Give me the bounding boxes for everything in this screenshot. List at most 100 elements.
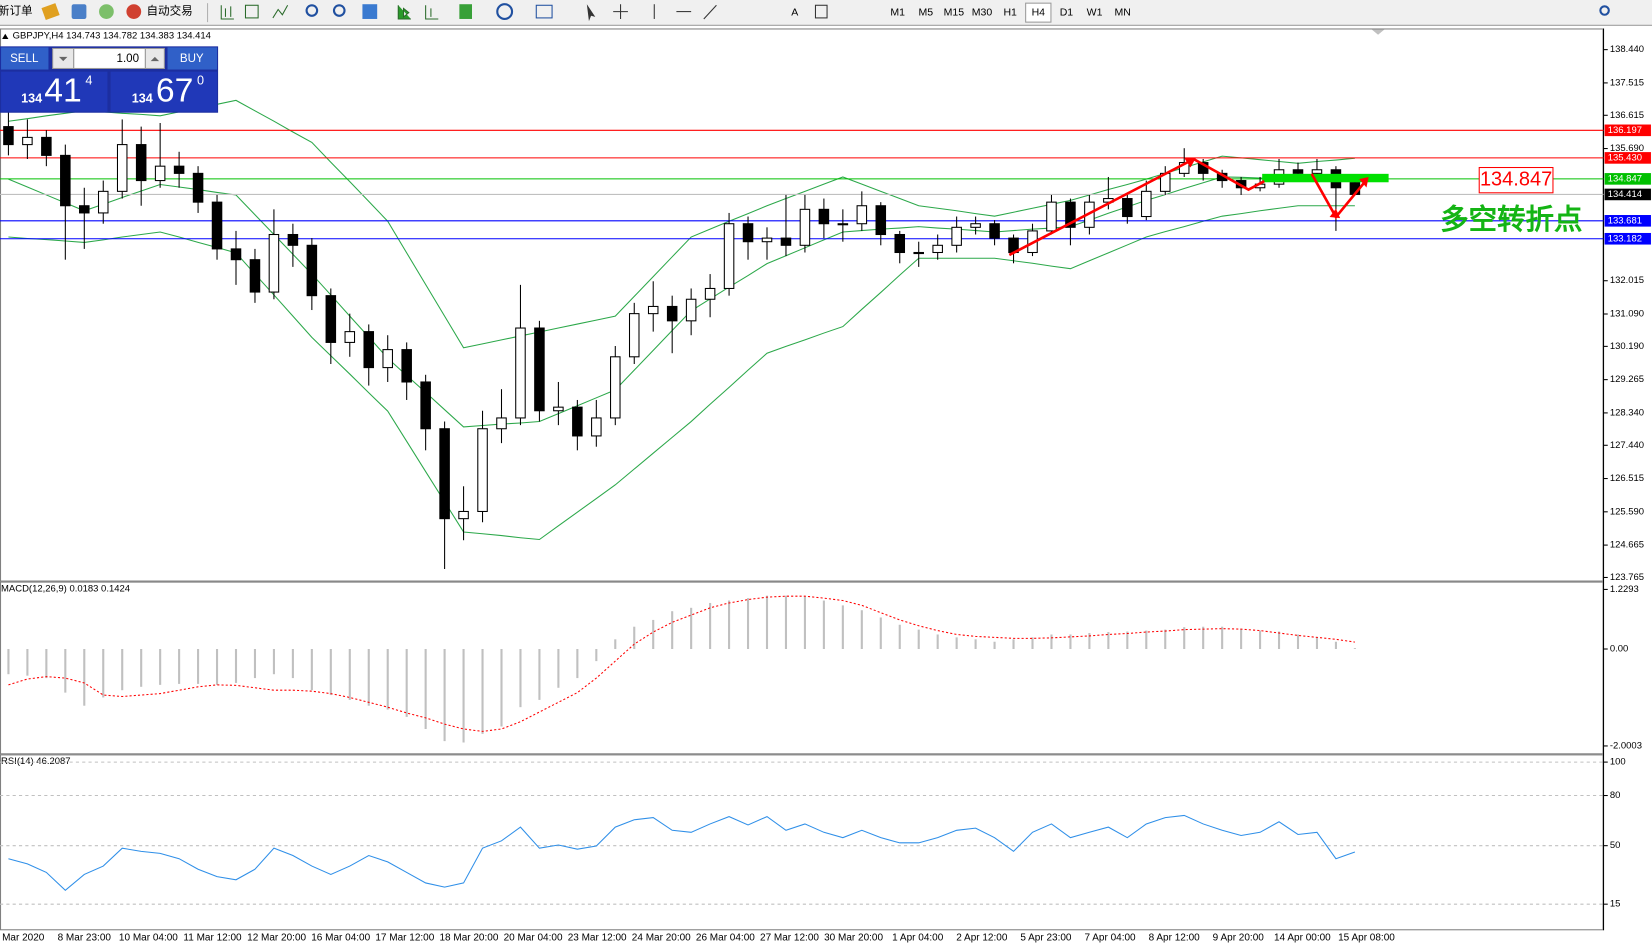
candle-body (173, 165, 185, 174)
candle-body (230, 248, 242, 261)
timeframe-button[interactable]: M1 (890, 6, 905, 18)
x-tick-label: 15 Apr 08:00 (1338, 932, 1395, 943)
timeframe-button[interactable]: MN (1115, 6, 1131, 18)
icon (41, 3, 60, 21)
y-tick-label: 126.515 (1610, 473, 1644, 484)
candle-body (856, 205, 868, 225)
candle-body (780, 237, 792, 246)
timeframe-button[interactable]: M30 (972, 6, 993, 18)
y-tick-label: 138.440 (1610, 44, 1644, 55)
price-level-label: 134.847 (1608, 173, 1642, 184)
candle-body (496, 417, 507, 430)
y-tick-label: 127.440 (1610, 440, 1644, 451)
panel-title: GBPJPY,H4 134.743 134.782 134.383 134.41… (13, 30, 211, 41)
candle-body (970, 223, 981, 228)
timeframe-button[interactable]: D1 (1060, 6, 1074, 18)
x-tick-label: 11 Mar 12:00 (183, 932, 242, 943)
candle-body (1292, 169, 1304, 174)
candle-body (154, 165, 166, 182)
new-order-button[interactable]: 新订单 (0, 4, 33, 18)
candle-body (249, 259, 261, 293)
candle-body (420, 381, 431, 430)
bollinger-upper (8, 99, 1355, 349)
price-annotation-box (1478, 166, 1554, 194)
price-level-label: 135.430 (1608, 152, 1642, 163)
candle-body (666, 305, 678, 322)
rsi-line (8, 814, 1356, 892)
y-tick-label: 125.590 (1610, 506, 1644, 517)
timeframe-button[interactable]: W1 (1087, 6, 1103, 18)
lots-value[interactable]: 1.00 (117, 53, 140, 65)
price-level-label: 133.182 (1608, 233, 1642, 244)
price-level-label: 133.681 (1608, 215, 1642, 226)
candle-body (553, 406, 564, 412)
candle-body (401, 349, 412, 383)
y-tick-label: 124.665 (1610, 540, 1644, 551)
candle-body (591, 417, 602, 437)
timeframe-bar: M1 M5 M15 M30 H1 H4 D1 W1 MN (890, 2, 1131, 23)
sell-price-box[interactable] (1, 71, 108, 112)
sell-price-sup: 4 (85, 73, 92, 87)
candle-body (22, 136, 33, 146)
auto-trading-button[interactable]: 自动交易 (146, 4, 192, 18)
y-tick-label: 15 (1610, 899, 1621, 910)
candle-body (647, 305, 659, 315)
candle-body (325, 295, 337, 343)
candle-body (268, 233, 280, 293)
arrow-head (1329, 208, 1341, 219)
x-tick-label: 23 Mar 12:00 (568, 932, 627, 943)
y-tick-label: -2.0003 (1610, 740, 1642, 751)
icon (71, 4, 87, 19)
buy-label[interactable]: BUY (180, 53, 204, 65)
y-tick-label: 137.515 (1610, 77, 1644, 88)
candle-body (135, 144, 147, 182)
y-tick-label: 80 (1610, 790, 1621, 801)
buy-button[interactable] (167, 47, 218, 70)
x-tick-label: 20 Mar 04:00 (504, 932, 563, 943)
icon (613, 4, 628, 19)
panel-title: RSI(14) 46.2087 (1, 756, 70, 767)
candle-body (363, 331, 375, 369)
candle-body (932, 244, 943, 254)
icon (59, 56, 68, 62)
candle-body (116, 144, 128, 192)
main-chart: GBPJPY,H4 134.743 134.782 134.383 134.41… (0, 30, 1651, 910)
analyst-drawings: 134.847 多空转折点 (1008, 157, 1582, 257)
sell-label[interactable]: SELL (10, 53, 39, 65)
candle-body (192, 172, 204, 203)
y-tick-label: 123.765 (1610, 572, 1644, 583)
candle-body (60, 154, 71, 207)
candle-body (951, 226, 962, 246)
price-level-tag (1604, 232, 1651, 245)
price-level-tag (1604, 215, 1651, 227)
turning-point-note: 多空转折点 (1440, 203, 1582, 236)
x-tick-label: 1 Apr 04:00 (892, 932, 944, 943)
y-tick-label: 132.015 (1610, 275, 1644, 286)
panel-title: MACD(12,26,9) 0.0183 0.1424 (1, 583, 130, 594)
arrow-head (1184, 158, 1196, 168)
buy-price-box[interactable] (110, 71, 218, 112)
green-level-marker (1262, 173, 1389, 183)
candle-body (723, 223, 735, 289)
candle-body (875, 205, 887, 236)
candle-body (572, 406, 583, 437)
icon (1599, 5, 1610, 16)
sell-button[interactable] (1, 47, 49, 70)
icon (397, 5, 411, 20)
x-tick-label: 26 Mar 04:00 (696, 932, 755, 943)
timeframe-button[interactable]: H1 (1003, 6, 1017, 18)
y-tick-label: 0.00 (1610, 644, 1628, 655)
sell-price-big: 134 (21, 91, 42, 105)
candle-body (1311, 169, 1323, 174)
candle-body (534, 327, 545, 412)
y-tick-label: 131.090 (1610, 309, 1644, 320)
timeframe-button[interactable]: M5 (918, 6, 933, 18)
sell-price-main: 41 (44, 72, 81, 110)
icon: A (791, 6, 798, 18)
y-tick-label: 128.340 (1610, 407, 1644, 418)
icon (362, 4, 378, 19)
timeframe-button[interactable]: H4 (1032, 6, 1046, 18)
timeframe-button[interactable]: M15 (944, 6, 965, 18)
y-tick-label: 100 (1610, 757, 1626, 768)
